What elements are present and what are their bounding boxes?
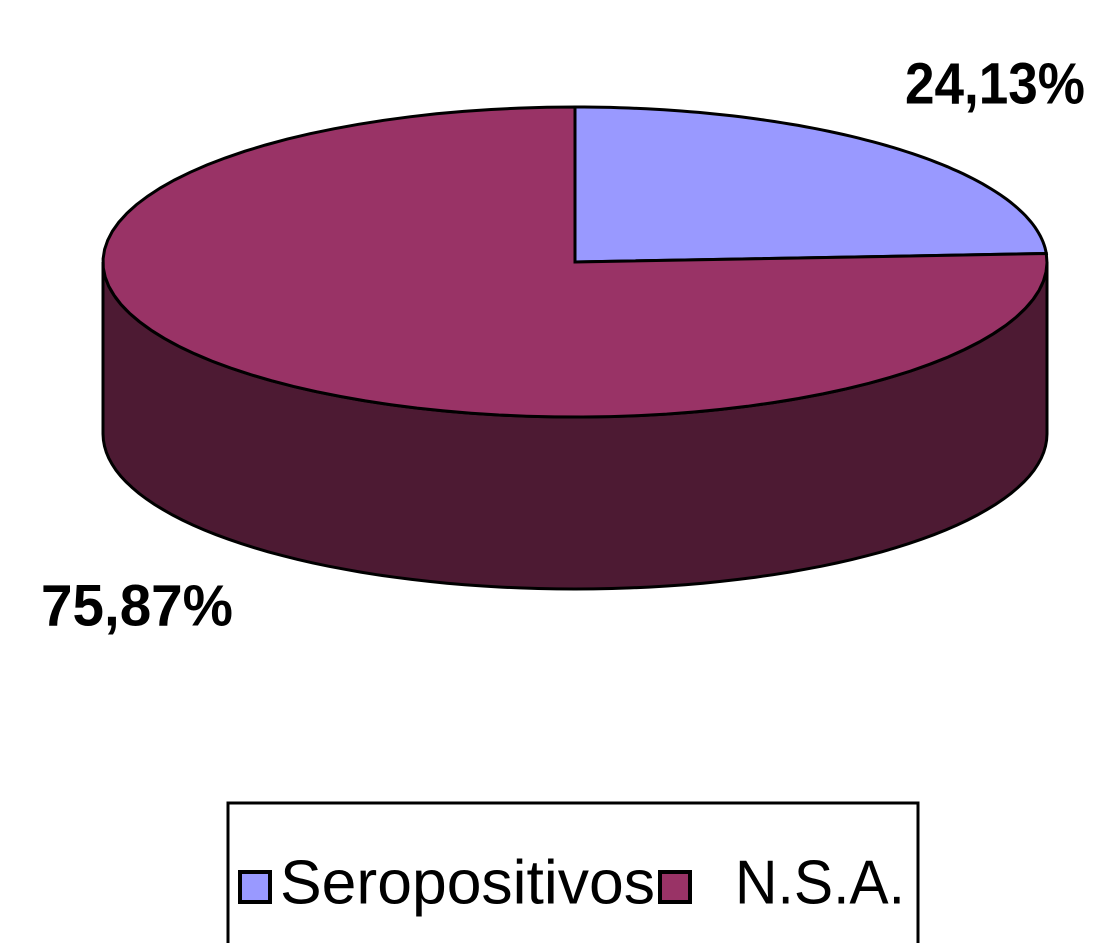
legend-label: N.S.A. — [735, 848, 905, 917]
legend: Seropositivos N.S.A. — [226, 801, 920, 943]
data-label: 24,13% — [905, 51, 1085, 116]
legend-swatch — [658, 870, 692, 904]
legend-label: Seropositivos — [280, 848, 655, 917]
data-label: 75,87% — [41, 573, 233, 638]
slice — [573, 105, 1049, 264]
slice — [101, 105, 1049, 419]
legend-box — [226, 801, 920, 943]
legend-swatch — [238, 870, 272, 904]
